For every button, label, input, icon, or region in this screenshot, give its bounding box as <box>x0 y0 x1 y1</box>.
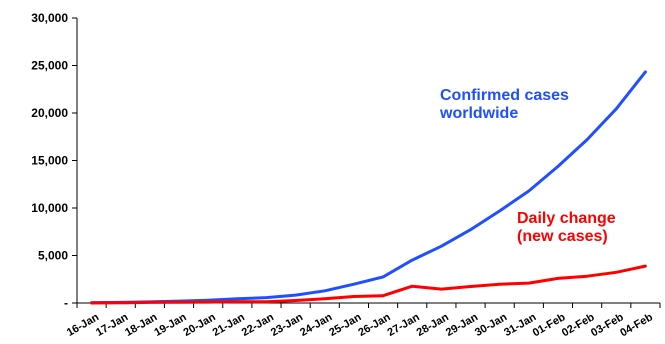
x-tick-label: 29-Jan <box>444 311 480 339</box>
x-tick-label: 01-Feb <box>531 311 568 339</box>
y-tick-label: 25,000 <box>31 59 68 73</box>
y-tick-label: 15,000 <box>31 154 68 168</box>
y-tick-label: 10,000 <box>31 201 68 215</box>
x-tick-label: 24-Jan <box>298 311 334 339</box>
x-tick-label: 19-Jan <box>152 311 188 339</box>
x-tick-label: 23-Jan <box>269 311 305 339</box>
x-tick-label: 25-Jan <box>327 311 363 339</box>
x-axis: 16-Jan17-Jan18-Jan19-Jan20-Jan21-Jan22-J… <box>65 302 661 339</box>
series-label-1: (new cases) <box>517 228 608 245</box>
x-tick-label: 18-Jan <box>123 311 159 339</box>
series-label-0: Confirmed cases <box>440 87 569 104</box>
y-tick-label: - <box>64 296 68 310</box>
x-tick-label: 28-Jan <box>415 311 451 339</box>
x-tick-label: 27-Jan <box>386 311 422 339</box>
x-tick-label: 04-Feb <box>618 311 655 339</box>
x-tick-label: 21-Jan <box>211 311 247 339</box>
series-line-0 <box>90 70 647 305</box>
y-tick-label: 20,000 <box>31 106 68 120</box>
x-tick-label: 26-Jan <box>356 311 392 339</box>
y-tick-label: 30,000 <box>31 11 68 25</box>
series-layer <box>90 70 647 305</box>
x-tick-label: 16-Jan <box>65 311 101 339</box>
series-line-1 <box>90 264 647 305</box>
x-tick-label: 17-Jan <box>94 311 130 339</box>
x-tick-label: 30-Jan <box>473 311 509 339</box>
y-axis: - 5,000 10,000 15,000 20,000 25,000 30,000 <box>31 11 78 310</box>
x-tick-label: 03-Feb <box>589 311 626 339</box>
series-label-0: worldwide <box>439 105 518 122</box>
x-tick-label: 20-Jan <box>181 311 217 339</box>
series-label-1: Daily change <box>517 210 616 227</box>
x-tick-label: 22-Jan <box>240 311 276 339</box>
x-tick-label: 02-Feb <box>560 311 597 339</box>
y-tick-label: 5,000 <box>38 249 68 263</box>
